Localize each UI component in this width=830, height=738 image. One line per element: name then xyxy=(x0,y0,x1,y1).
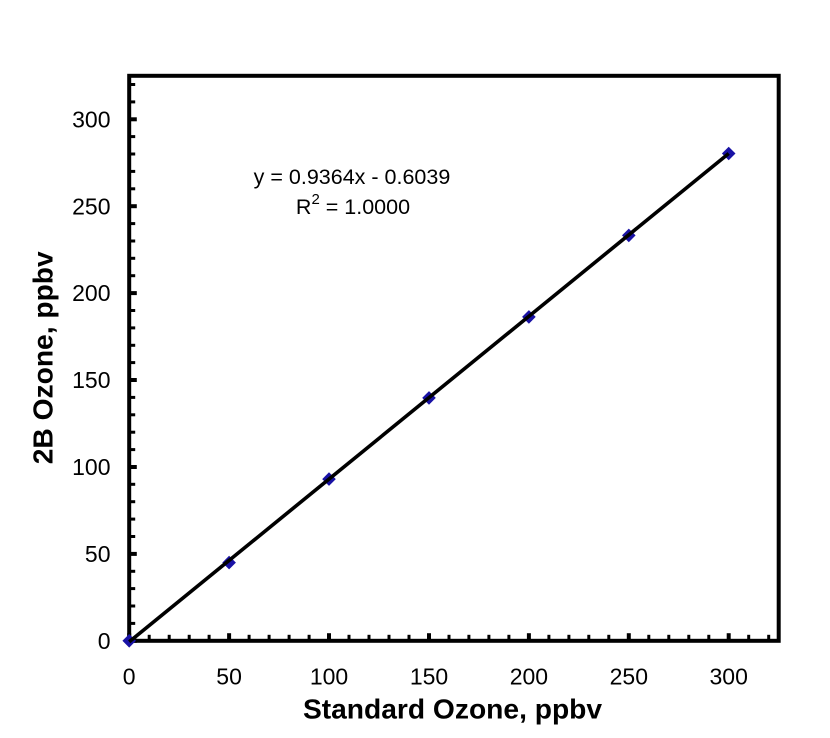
svg-text:y = 0.9364x - 0.6039: y = 0.9364x - 0.6039 xyxy=(254,165,451,189)
svg-text:250: 250 xyxy=(610,664,648,690)
svg-text:100: 100 xyxy=(72,454,110,480)
svg-text:0: 0 xyxy=(98,628,111,654)
svg-text:150: 150 xyxy=(410,664,448,690)
svg-text:0: 0 xyxy=(123,664,136,690)
svg-text:150: 150 xyxy=(72,367,110,393)
svg-text:2B Ozone, ppbv: 2B Ozone, ppbv xyxy=(26,251,58,464)
svg-text:300: 300 xyxy=(72,106,110,132)
svg-text:50: 50 xyxy=(216,664,242,690)
svg-text:300: 300 xyxy=(710,664,748,690)
svg-text:250: 250 xyxy=(72,193,110,219)
svg-text:200: 200 xyxy=(510,664,548,690)
svg-text:200: 200 xyxy=(72,280,110,306)
svg-text:Standard Ozone, ppbv: Standard Ozone, ppbv xyxy=(303,693,602,725)
svg-text:100: 100 xyxy=(310,664,348,690)
svg-text:50: 50 xyxy=(85,541,111,567)
